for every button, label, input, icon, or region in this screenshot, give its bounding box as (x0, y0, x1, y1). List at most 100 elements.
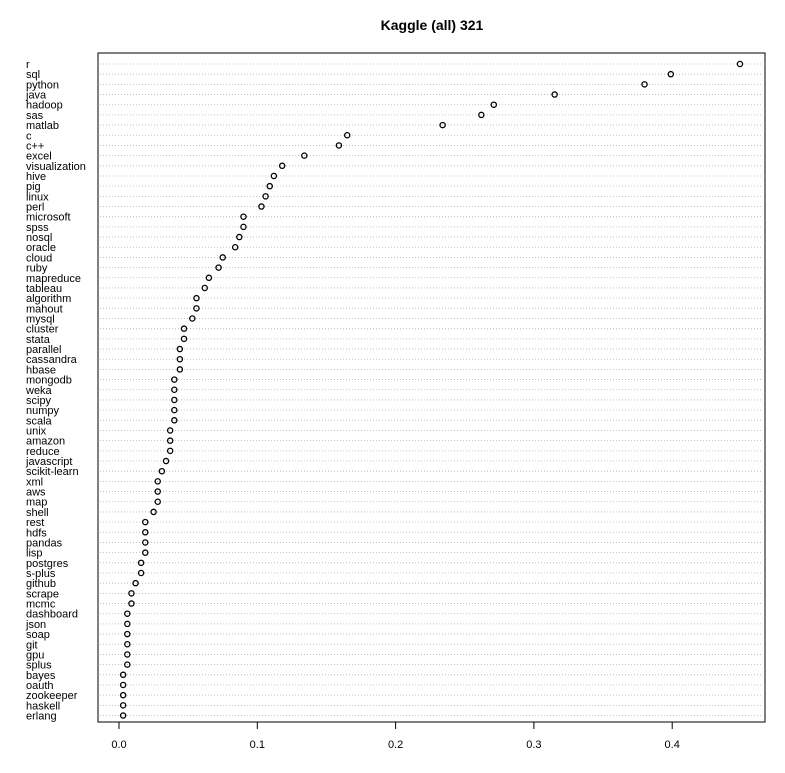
data-point-python (641, 81, 648, 88)
category-label: java (25, 90, 47, 102)
data-point-c++ (335, 142, 343, 149)
category-label: zookeeper (26, 690, 78, 702)
category-label: git (26, 639, 38, 651)
data-point-rest (142, 518, 149, 526)
data-point-scipy (171, 396, 178, 404)
data-point-bayes (119, 671, 127, 679)
category-label: scikit-learn (26, 466, 79, 478)
data-point-matlab (439, 121, 446, 129)
data-point-cassandra (176, 355, 184, 363)
category-label: amazon (26, 436, 65, 448)
category-label: scipy (26, 395, 52, 407)
data-point-pandas (142, 539, 149, 546)
gridlines (100, 63, 763, 716)
category-label: postgres (26, 558, 69, 570)
category-label: soap (26, 629, 50, 641)
data-point-java (551, 91, 558, 98)
category-label: mongodb (26, 375, 72, 387)
category-label: excel (26, 151, 52, 163)
category-label: weka (25, 385, 53, 397)
data-point-r (736, 60, 744, 68)
category-label: json (25, 619, 46, 631)
data-point-soap (124, 630, 131, 638)
data-point-ruby (215, 264, 222, 271)
category-label: hbase (26, 364, 56, 376)
category-label: python (26, 79, 59, 91)
category-label: linux (26, 191, 49, 203)
category-label: c++ (26, 140, 44, 152)
data-point-spss (240, 223, 247, 231)
data-point-hadoop (490, 101, 498, 108)
category-label: perl (26, 202, 44, 214)
category-label: rest (26, 517, 44, 529)
data-point-haskell (119, 702, 127, 709)
category-label: unix (26, 425, 47, 437)
category-label: numpy (26, 405, 60, 417)
category-label: aws (26, 487, 46, 499)
category-label: gpu (26, 649, 44, 661)
x-tick-label: 0.2 (388, 739, 403, 751)
category-label: mysql (26, 314, 55, 326)
data-point-oracle (231, 243, 239, 251)
data-point-microsoft (240, 213, 247, 220)
data-point-json (124, 620, 131, 628)
category-label: algorithm (26, 293, 71, 305)
category-label: microsoft (26, 212, 71, 224)
category-label: mapreduce (26, 273, 81, 285)
category-label: reduce (26, 446, 60, 458)
data-point-tableau (201, 284, 208, 292)
data-point-scrape (128, 590, 135, 597)
data-point-github (132, 579, 139, 587)
data-point-mongodb (171, 376, 178, 383)
data-point-map (154, 498, 161, 505)
data-point-scala (171, 417, 178, 424)
data-point-unix (166, 427, 174, 434)
category-label: tableau (26, 283, 62, 295)
data-point-sql (667, 70, 675, 78)
data-point-gpu (124, 651, 131, 658)
category-labels: rsqlpythonjavahadoopsasmatlabcc++excelvi… (25, 59, 86, 723)
data-point-perl (258, 203, 265, 210)
data-point-shell (150, 508, 157, 516)
data-point-splus (124, 661, 131, 668)
category-label: s-plus (26, 568, 56, 580)
category-label: dashboard (26, 609, 78, 621)
data-point-cloud (219, 254, 226, 261)
category-label: nosql (26, 232, 52, 244)
category-label: cassandra (26, 354, 78, 366)
data-point-s-plus (137, 569, 145, 577)
data-point-weka (171, 386, 178, 394)
data-point-stata (180, 335, 188, 343)
x-tick-label: 0.4 (665, 739, 680, 751)
data-point-amazon (166, 437, 174, 444)
category-label: lisp (26, 548, 43, 560)
data-point-sas (478, 111, 485, 119)
data-point-git (124, 641, 131, 648)
data-point-mysql (189, 315, 196, 322)
category-label: shell (26, 507, 49, 519)
plot-frame (97, 52, 766, 723)
category-label: ruby (26, 263, 48, 275)
data-point-c (343, 132, 351, 139)
category-label: splus (26, 660, 52, 672)
category-label: mcmc (26, 599, 56, 611)
data-point-aws (154, 488, 161, 495)
data-point-parallel (176, 345, 184, 353)
data-point-lisp (142, 549, 149, 556)
category-label: pig (26, 181, 41, 193)
category-label: sas (26, 110, 44, 122)
category-label: xml (26, 476, 43, 488)
data-point-numpy (171, 406, 178, 414)
category-label: scala (26, 415, 53, 427)
x-tick-label: 0.0 (111, 739, 126, 751)
category-label: haskell (26, 700, 60, 712)
category-label: hdfs (26, 527, 47, 539)
data-point-dashboard (124, 610, 131, 617)
x-axis: 0.0 0.1 0.2 0.3 0.4 (111, 721, 680, 751)
category-label: matlab (26, 120, 59, 132)
category-label: github (26, 578, 56, 590)
data-point-oauth (119, 681, 127, 689)
data-point-scikit-learn (158, 467, 166, 475)
category-label: hive (26, 171, 46, 183)
category-label: map (26, 497, 47, 509)
